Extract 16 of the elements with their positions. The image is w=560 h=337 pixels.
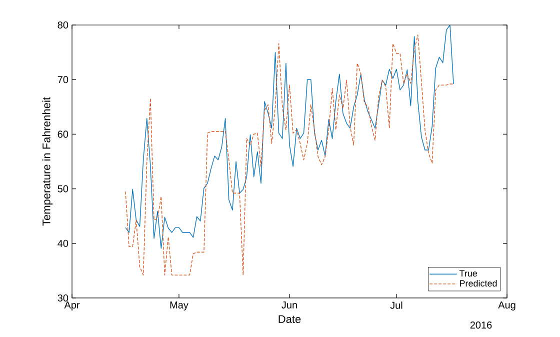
y-tick-label: 40 (58, 240, 68, 247)
y-axis-title: Temperature in Fahrenheit (42, 97, 52, 226)
y-tick-label: 60 (58, 130, 68, 138)
x-tick-label: May (170, 302, 188, 310)
x-tick-label: Jul (390, 302, 402, 309)
legend-label: Predicted (460, 280, 497, 287)
x-tick-label: Apr (64, 302, 80, 310)
x-tick-label: Aug (498, 302, 516, 310)
legend-label: True (459, 270, 478, 277)
y-tick-label: 50 (58, 185, 68, 192)
y-tick-label: 80 (58, 21, 68, 29)
text: 2016 (470, 322, 492, 329)
x-axis-title: Date (278, 315, 301, 324)
x-tick-label: Jun (282, 302, 297, 308)
y-tick-label: 30 (58, 294, 68, 302)
y-tick-label: 70 (58, 76, 68, 84)
